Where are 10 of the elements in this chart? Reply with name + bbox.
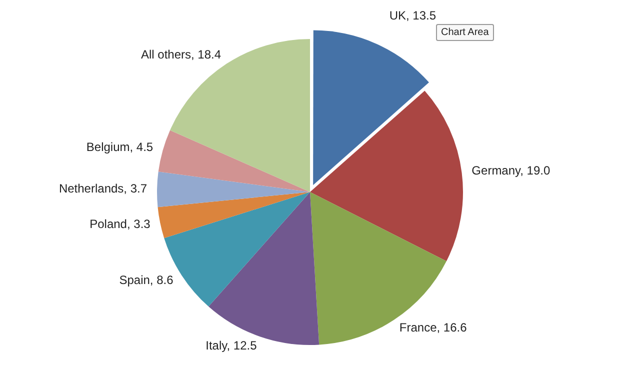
slice-label: Italy, 12.5 (206, 338, 258, 352)
slice-label: Germany, 19.0 (472, 164, 550, 178)
slice-label: France, 16.6 (399, 320, 468, 335)
slice-label: Poland, 3.3 (90, 217, 151, 232)
slice-label: Netherlands, 3.7 (58, 182, 148, 196)
slice-label: Belgium, 4.5 (86, 140, 154, 154)
slice-label: Spain, 8.6 (119, 273, 174, 288)
text: Chart Area (436, 24, 494, 41)
slice-label: All others, 18.4 (140, 48, 222, 62)
slice-label: UK, 13.5 (389, 8, 436, 22)
